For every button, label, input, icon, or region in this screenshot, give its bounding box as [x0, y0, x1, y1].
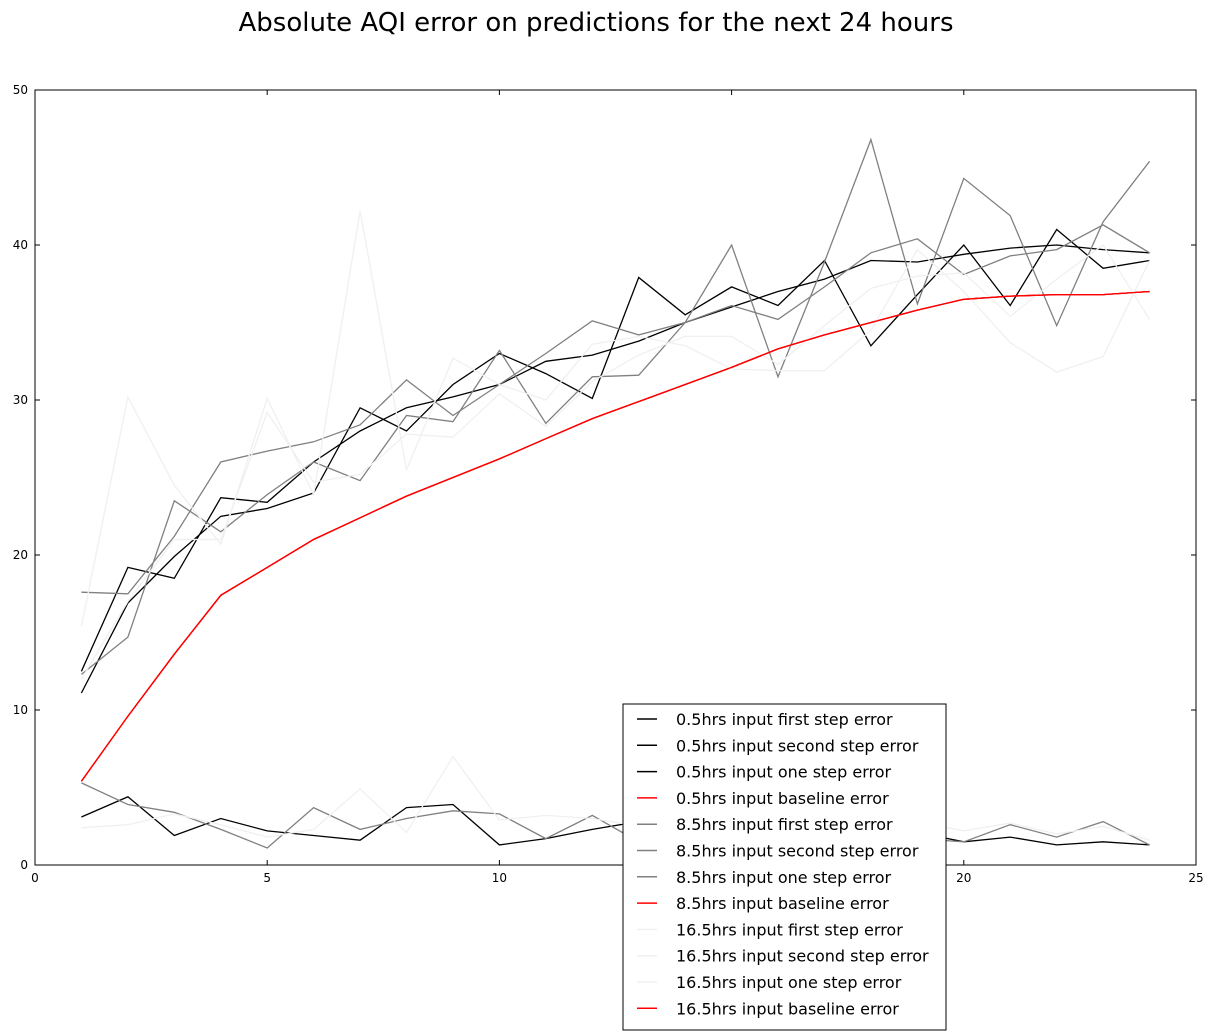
- y-tick-label: 50: [13, 83, 28, 97]
- legend-label: 16.5hrs input one step error: [676, 973, 902, 992]
- series-line-9: [80, 210, 1151, 627]
- series-line-1: [80, 228, 1150, 694]
- series-line-5: [80, 137, 1151, 675]
- legend-label: 16.5hrs input baseline error: [676, 999, 899, 1018]
- series-line-3: [80, 244, 1150, 672]
- y-tick-label: 0: [20, 858, 28, 872]
- series-line-11: [80, 244, 1151, 680]
- legend: 0.5hrs input first step error 0.5hrs inpu…: [622, 703, 947, 1031]
- legend-label: 16.5hrs input first step error: [676, 920, 903, 939]
- x-tick-label: 0: [31, 871, 39, 885]
- x-tick-label: 10: [492, 871, 507, 885]
- legend-label: 16.5hrs input second step error: [676, 947, 929, 966]
- legend-label: 0.5hrs input first step error: [676, 710, 893, 729]
- series-line-4: [80, 290, 1150, 782]
- series-line-7: [81, 224, 1150, 595]
- x-tick-label: 25: [1188, 871, 1203, 885]
- series-line-10: [81, 755, 1150, 841]
- y-tick-label: 20: [13, 548, 28, 562]
- legend-box: [622, 703, 947, 1031]
- plot-frame: [34, 89, 1197, 866]
- series-line-6: [81, 782, 1150, 849]
- chart-title: Absolute AQI error on predictions for th…: [239, 8, 954, 38]
- y-tick-label: 10: [13, 703, 28, 717]
- x-tick-label: 5: [263, 871, 271, 885]
- x-tick-label: 20: [956, 871, 971, 885]
- legend-label: 8.5hrs input second step error: [676, 842, 919, 861]
- legend-label: 8.5hrs input one step error: [676, 868, 892, 887]
- axes-layer: 051015202501020304050: [13, 83, 1204, 885]
- legend-label: 8.5hrs input first step error: [676, 815, 893, 834]
- legend-label: 0.5hrs input second step error: [676, 736, 919, 755]
- legend-label: 0.5hrs input baseline error: [676, 789, 889, 808]
- legend-label: 8.5hrs input baseline error: [676, 894, 889, 913]
- series-line-2: [81, 796, 1150, 846]
- series-layer: [80, 137, 1151, 849]
- series-line-8: [80, 290, 1150, 782]
- legend-label: 0.5hrs input one step error: [676, 763, 892, 782]
- y-tick-label: 30: [13, 393, 28, 407]
- y-tick-label: 40: [13, 238, 28, 252]
- series-line-12: [80, 290, 1150, 782]
